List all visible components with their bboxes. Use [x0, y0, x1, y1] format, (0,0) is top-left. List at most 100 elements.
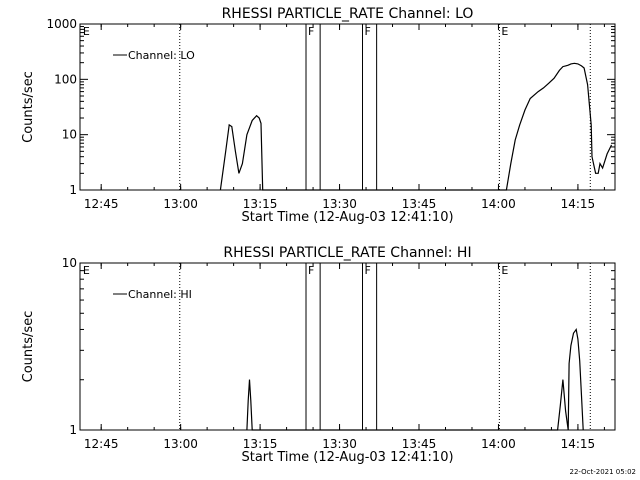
x-tick-label: 12:45	[84, 197, 119, 211]
data-point	[599, 163, 601, 164]
data-point	[220, 189, 221, 191]
annotation-label: E	[83, 25, 90, 38]
data-point	[574, 62, 575, 64]
data-point	[242, 163, 243, 164]
data-point	[506, 189, 507, 191]
footer-timestamp: 22-Oct-2021 05:02	[570, 468, 636, 476]
x-axis-label: Start Time (12-Aug-03 12:41:10)	[241, 210, 453, 225]
data-point	[562, 66, 564, 67]
chart-title: RHESSI PARTICLE_RATE Channel: LO	[222, 6, 474, 22]
data-point	[514, 139, 516, 141]
x-tick-label: 13:30	[322, 437, 357, 451]
data-point	[591, 156, 593, 157]
data-point	[567, 429, 569, 431]
data-point	[575, 329, 577, 330]
legend-label: Channel: HI	[128, 288, 192, 301]
legend-label: Channel: LO	[128, 49, 195, 62]
data-point	[565, 65, 566, 67]
data-point	[557, 429, 558, 431]
y-tick-label: 1	[69, 423, 77, 437]
data-point	[581, 395, 582, 397]
data-point	[570, 345, 572, 346]
data-point	[590, 124, 592, 126]
data-point	[247, 400, 249, 401]
data-point	[231, 126, 233, 127]
data-point	[260, 123, 262, 124]
panel-hi: RHESSI PARTICLE_RATE Channel: HI 12:45 13:…	[21, 245, 616, 465]
annotation-label: E	[83, 264, 90, 277]
data-point	[597, 173, 599, 174]
data-point	[611, 144, 612, 146]
data-point	[553, 77, 555, 79]
y-axis-label: Counts/sec	[21, 311, 36, 383]
x-tick-label: 14:15	[561, 197, 596, 211]
annotation-label: F	[308, 25, 314, 38]
data-point	[251, 429, 253, 431]
y-tick-label: 100	[54, 72, 77, 86]
data-point	[529, 98, 531, 99]
data-point	[565, 410, 566, 412]
data-point	[228, 124, 230, 126]
panel-lo: RHESSI PARTICLE_RATE Channel: LO 12:45 13:…	[21, 6, 616, 225]
x-tick-label: 14:15	[561, 437, 596, 451]
annotation-label: E	[501, 264, 508, 277]
data-point	[595, 173, 596, 174]
data-point	[577, 63, 579, 65]
x-tick-label: 13:00	[163, 437, 198, 451]
data-point	[258, 117, 260, 119]
data-point	[581, 65, 582, 67]
data-point	[579, 360, 580, 361]
series-line	[246, 328, 584, 431]
x-tick-label: 13:45	[402, 437, 437, 451]
data-point	[249, 379, 250, 381]
annotation-label: F	[365, 264, 371, 277]
data-point	[246, 134, 248, 135]
y-tick-label: 10	[62, 128, 77, 142]
data-point	[225, 151, 226, 152]
series-line	[219, 62, 613, 191]
data-point	[543, 87, 544, 89]
y-tick-label: 10	[62, 256, 77, 270]
data-point	[537, 91, 539, 92]
data-point	[519, 124, 520, 126]
data-point	[606, 153, 608, 155]
x-tick-label: 13:45	[402, 197, 437, 211]
data-point	[587, 84, 588, 85]
data-point	[559, 70, 560, 71]
x-tick-label: 14:00	[481, 437, 516, 451]
data-point	[256, 115, 257, 117]
x-tick-label: 12:45	[84, 437, 119, 451]
data-point	[548, 82, 550, 84]
data-point	[250, 400, 252, 401]
data-point	[567, 64, 569, 66]
data-point	[235, 151, 236, 152]
data-point	[573, 332, 574, 334]
y-axis-label: Counts/sec	[21, 71, 36, 143]
data-point	[246, 429, 248, 431]
data-point	[253, 429, 254, 431]
x-tick-label: 13:15	[243, 197, 278, 211]
data-point	[570, 63, 572, 65]
data-point	[568, 363, 570, 364]
annotation-label: F	[308, 264, 314, 277]
data-point	[562, 379, 564, 381]
y-tick-label: 1000	[46, 17, 77, 31]
data-point	[559, 405, 561, 406]
x-tick-label: 13:30	[322, 197, 357, 211]
data-point	[577, 338, 579, 340]
annotation-label: F	[365, 25, 371, 38]
data-point	[583, 67, 585, 69]
data-point	[251, 120, 253, 121]
data-point	[510, 163, 512, 164]
x-tick-label: 13:15	[243, 437, 278, 451]
y-tick-label: 1	[69, 183, 77, 197]
chart-title: RHESSI PARTICLE_RATE Channel: HI	[223, 245, 471, 261]
x-tick-label: 13:00	[163, 197, 198, 211]
data-point	[238, 173, 240, 174]
x-tick-label: 14:00	[481, 197, 516, 211]
x-axis-label: Start Time (12-Aug-03 12:41:10)	[241, 450, 453, 465]
data-point	[262, 189, 264, 191]
data-point	[602, 167, 603, 169]
data-point	[582, 429, 584, 431]
